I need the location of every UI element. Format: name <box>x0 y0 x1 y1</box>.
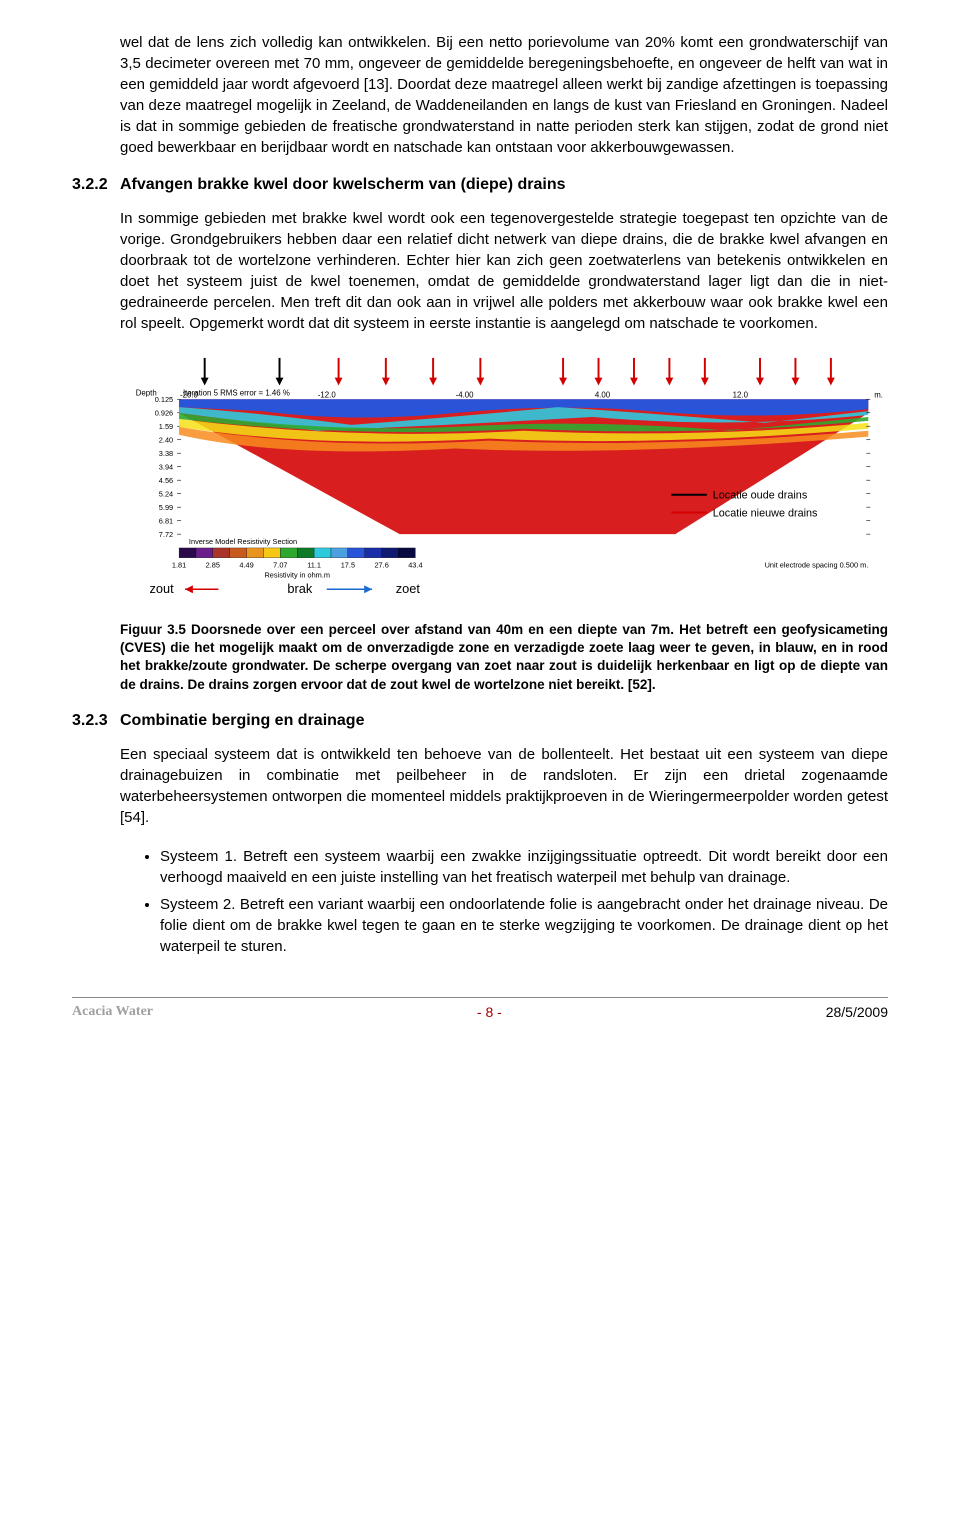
section-title: Combinatie berging en drainage <box>120 712 364 730</box>
svg-text:0.926: 0.926 <box>155 409 173 418</box>
intro-paragraph: wel dat de lens zich volledig kan ontwik… <box>72 32 888 158</box>
svg-text:zout: zout <box>150 581 175 596</box>
section-title: Afvangen brakke kwel door kwelscherm van… <box>120 176 565 194</box>
svg-text:1.81: 1.81 <box>172 561 186 570</box>
resistivity-cross-section-diagram: Depth Iteration 5 RMS error = 1.46 %-20.0… <box>120 352 888 608</box>
svg-text:4.49: 4.49 <box>239 561 253 570</box>
svg-text:27.6: 27.6 <box>374 561 388 570</box>
svg-text:5.99: 5.99 <box>159 503 173 512</box>
page-footer: Acacia Water - 8 - 28/5/2009 <box>72 997 888 1020</box>
svg-text:7.72: 7.72 <box>159 530 173 539</box>
section-3-2-2-heading: 3.2.2 Afvangen brakke kwel door kwelsche… <box>72 176 888 194</box>
svg-text:3.94: 3.94 <box>159 463 173 472</box>
svg-text:Locatie nieuwe drains: Locatie nieuwe drains <box>713 507 818 519</box>
svg-text:4.00: 4.00 <box>595 390 611 399</box>
svg-text:7.07: 7.07 <box>273 561 287 570</box>
svg-text:3.38: 3.38 <box>159 449 173 458</box>
svg-text:2.85: 2.85 <box>206 561 220 570</box>
svg-text:Locatie oude drains: Locatie oude drains <box>713 490 808 502</box>
systems-list: Systeem 1. Betreft een systeem waarbij e… <box>120 846 888 957</box>
svg-text:17.5: 17.5 <box>341 561 355 570</box>
svg-text:Iteration 5 RMS error = 1.46 %: Iteration 5 RMS error = 1.46 % <box>183 388 290 397</box>
section-3-2-3-heading: 3.2.3 Combinatie berging en drainage <box>72 712 888 730</box>
svg-text:0.125: 0.125 <box>155 395 173 404</box>
svg-text:-4.00: -4.00 <box>456 390 475 399</box>
footer-page-number: - 8 - <box>477 1004 502 1020</box>
list-item: Systeem 2. Betreft een variant waarbij e… <box>160 894 888 957</box>
svg-text:4.56: 4.56 <box>159 476 173 485</box>
svg-text:Inverse Model Resistivity Sect: Inverse Model Resistivity Section <box>189 537 297 546</box>
svg-text:Resistivity in ohm.m: Resistivity in ohm.m <box>264 570 330 579</box>
svg-text:11.1: 11.1 <box>307 561 321 570</box>
svg-text:1.59: 1.59 <box>159 422 173 431</box>
svg-text:-12.0: -12.0 <box>318 390 337 399</box>
footer-org: Acacia Water <box>72 1004 153 1020</box>
footer-date: 28/5/2009 <box>826 1004 888 1020</box>
section-3-2-3-body: Een speciaal systeem dat is ontwikkeld t… <box>72 744 888 828</box>
section-number: 3.2.3 <box>72 712 120 730</box>
svg-text:Unit electrode spacing 0.500 m: Unit electrode spacing 0.500 m. <box>765 561 869 570</box>
svg-text:43.4: 43.4 <box>408 561 422 570</box>
svg-text:-20.0: -20.0 <box>180 390 199 399</box>
svg-text:brak: brak <box>287 581 312 596</box>
svg-text:2.40: 2.40 <box>159 436 173 445</box>
svg-text:12.0: 12.0 <box>733 390 749 399</box>
figure-3-5-caption: Figuur 3.5 Doorsnede over een perceel ov… <box>72 621 888 694</box>
svg-text:6.81: 6.81 <box>159 517 173 526</box>
section-number: 3.2.2 <box>72 176 120 194</box>
svg-text:m.: m. <box>874 390 883 399</box>
figure-3-5: Depth Iteration 5 RMS error = 1.46 %-20.0… <box>120 352 888 613</box>
svg-text:Depth: Depth <box>136 388 157 397</box>
list-item: Systeem 1. Betreft een systeem waarbij e… <box>160 846 888 888</box>
section-3-2-2-body: In sommige gebieden met brakke kwel word… <box>72 208 888 334</box>
svg-text:5.24: 5.24 <box>159 490 173 499</box>
svg-text:zoet: zoet <box>396 581 421 596</box>
